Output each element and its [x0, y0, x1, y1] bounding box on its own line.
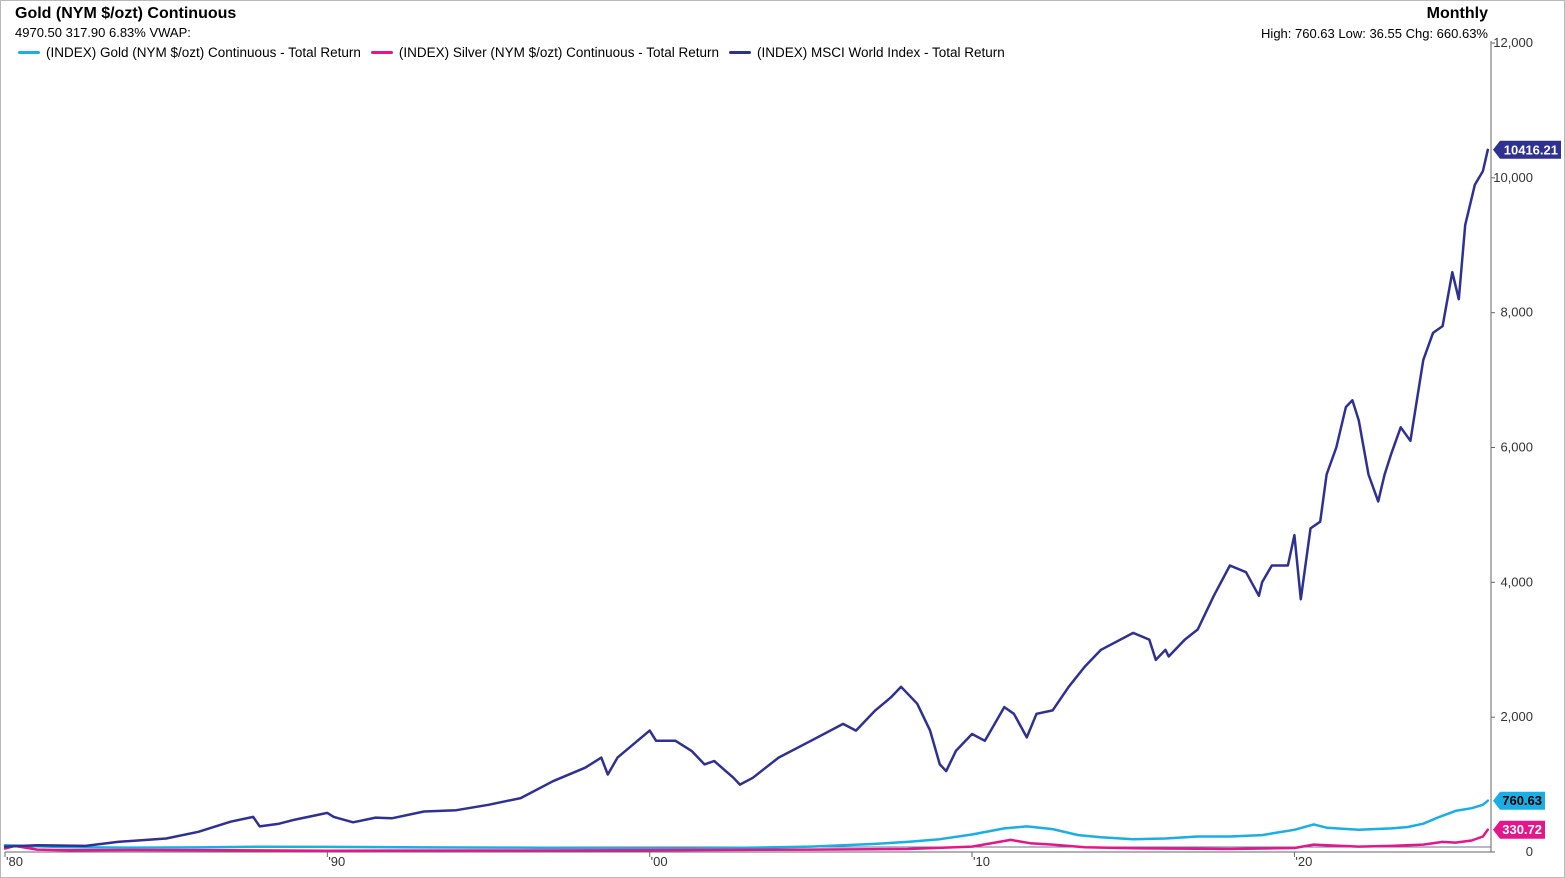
legend-item-gold[interactable]: (INDEX) Gold (NYM $/ozt) Continuous - To… [18, 45, 361, 60]
last-value-label-0: 760.63 [1502, 793, 1542, 808]
y-tick-label: 4,000 [1500, 574, 1533, 589]
y-tick-label: 6,000 [1500, 440, 1533, 455]
x-tick-label: '10 [973, 854, 990, 869]
legend-item-msci[interactable]: (INDEX) MSCI World Index - Total Return [728, 45, 1005, 60]
y-tick-label: 10,000 [1493, 170, 1533, 185]
range-stats: High: 760.63 Low: 36.55 Chg: 660.63% [1261, 26, 1488, 41]
x-tick-label: '80 [6, 854, 23, 869]
series-line-2 [3, 148, 1490, 848]
legend-swatch-msci [728, 51, 751, 54]
legend-label-msci: (INDEX) MSCI World Index - Total Return [756, 45, 1005, 60]
legend-item-silver[interactable]: (INDEX) Silver (NYM $/ozt) Continuous - … [370, 45, 719, 60]
legend-label-silver: (INDEX) Silver (NYM $/ozt) Continuous - … [398, 45, 719, 60]
last-value-label-1: 330.72 [1502, 822, 1542, 837]
last-value-label-2: 10416.21 [1504, 142, 1558, 157]
y-tick-label: 2,000 [1500, 709, 1533, 724]
chart-title: Gold (NYM $/ozt) Continuous [15, 5, 237, 22]
series-line-0 [3, 799, 1490, 850]
y-tick-label: 0 [1526, 844, 1533, 859]
x-tick-label: '00 [651, 854, 668, 869]
price-summary: 4970.50 317.90 6.83% VWAP: [15, 25, 191, 40]
legend-swatch-gold [18, 51, 40, 54]
legend: (INDEX) Gold (NYM $/ozt) Continuous - To… [18, 45, 1005, 60]
last-value-tag-0 [1493, 791, 1545, 810]
legend-label-gold: (INDEX) Gold (NYM $/ozt) Continuous - To… [46, 45, 361, 60]
legend-swatch-silver [370, 51, 393, 54]
last-value-tag-2 [1493, 140, 1561, 159]
frequency-label: Monthly [1426, 5, 1488, 22]
x-tick-label: '90 [328, 854, 345, 869]
series-line-1 [3, 828, 1490, 852]
y-tick-label: 12,000 [1493, 35, 1533, 50]
x-tick-label: '20 [1295, 854, 1312, 869]
y-tick-label: 8,000 [1500, 305, 1533, 320]
last-value-tag-1 [1493, 820, 1545, 839]
